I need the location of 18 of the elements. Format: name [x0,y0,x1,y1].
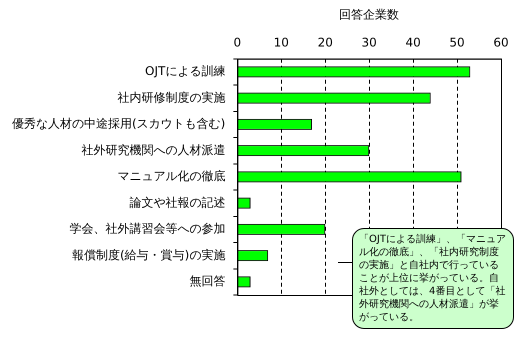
annotation: 「OJTによる訓練」、「マニュアル化の徹底」、「社内研究制度の実施」と自社内で行っていることが上位に挙がっている。自社外としては、4番目として「社外研究機関への人材派遣」が挙がっている。 [352,228,514,329]
x-tick-label: 40 [405,36,421,50]
y-tick-label: 無回答 [189,274,226,288]
x-axis-title: 回答企業数 [339,7,400,22]
x-tick-label: 0 [234,36,242,50]
y-tick-label: 社内研修制度の実施 [117,90,226,104]
y-tick-label: マニュアル化の徹底 [117,169,226,184]
x-tick-label: 60 [493,36,509,50]
y-tick-label: 社外研究機関への人材派遣 [81,142,226,157]
y-tick-label: OJTによる訓練 [145,64,226,78]
y-tick-label: 優秀な人材の中途採用(スカウトも含む) [12,116,226,131]
y-tick-label: 学会、社外講習会等への参加 [69,222,226,236]
y-tick-label: 報償制度(給与・賞与)の実施 [72,248,226,262]
x-tick-label: 30 [362,36,377,50]
x-tick-label: 50 [449,36,465,50]
x-tick-label: 10 [274,36,289,50]
x-tick-label: 20 [318,36,333,50]
y-tick-label: 論文や社報の記述 [129,195,226,210]
